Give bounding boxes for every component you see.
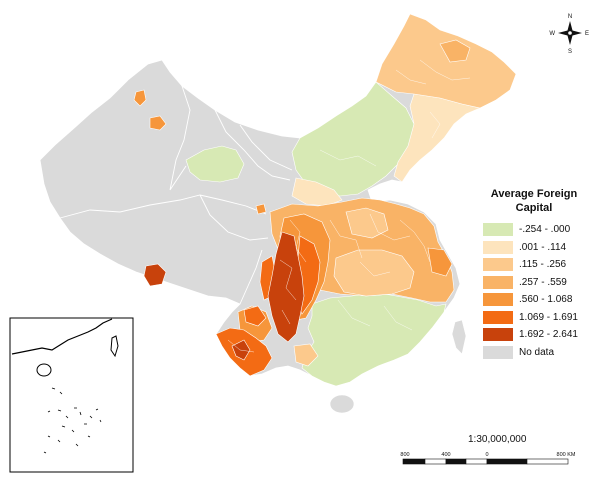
region-yunnan-mid [243,305,267,327]
scale-ratio: 1:30,000,000 [468,434,527,445]
legend-item: .257 - .559 [480,274,592,292]
legend-label: -.254 - .000 [519,224,571,236]
region-gansu-spot [255,203,267,215]
map-legend: Average Foreign Capital -.254 - .000 .00… [480,187,592,361]
legend-label: 1.069 - 1.691 [519,311,578,323]
scale-bar-label-1: 400 [441,452,450,458]
legend-item: -.254 - .000 [480,221,592,239]
region-central-north [291,177,343,207]
region-hunan-jiangxi [333,249,415,297]
scale-bar-label-2: 0 [485,452,488,458]
legend-label: 1.692 - 2.641 [519,329,578,341]
region-shanghai-patch [427,247,453,277]
hainan-island [329,394,355,414]
legend-label: .560 - 1.068 [519,294,573,306]
legend-item: 1.069 - 1.691 [480,309,592,327]
scale-bar-label-0: 800 [400,452,409,458]
province-borders-west [59,85,293,335]
legend-item: .001 - .114 [480,239,592,257]
west-label: W [549,31,555,37]
inset-islands [43,387,102,454]
legend-swatch [483,275,513,289]
legend-label: .257 - .559 [519,276,567,288]
region-xinjiang-spot-2 [149,115,167,131]
legend-label: No data [519,346,555,358]
region-southeast [301,291,447,387]
legend-item: .560 - 1.068 [480,291,592,309]
legend-item: .115 - .256 [480,256,592,274]
inset-hainan [36,363,52,377]
legend-label: .001 - .114 [519,241,567,253]
north-label: N [568,14,572,20]
inset-map-south-china-sea [9,317,134,473]
legend-label: .115 - .256 [519,259,567,271]
east-label: E [585,31,589,37]
inset-taiwan [110,335,119,358]
region-xinjiang-spot-1 [133,89,147,107]
legend-swatch [483,223,513,237]
region-heilongjiang [375,13,517,109]
legend-swatch [483,293,513,307]
legend-swatch [483,345,513,359]
scale-bar: 800 400 0 800 KM [400,452,576,465]
legend-swatch [483,240,513,254]
legend-swatch [483,310,513,324]
legend-item: No data [480,344,592,362]
legend-swatch [483,258,513,272]
region-tibet-spot [143,263,167,287]
scale-bar-label-3: 800 KM [557,452,576,458]
legend-title: Average Foreign Capital [490,188,578,214]
county-borders [227,59,471,353]
region-sichuan-core [267,231,305,343]
taiwan-island [451,319,467,355]
inset-coastline [11,318,113,355]
region-heilongjiang-north [439,39,471,63]
north-arrow: N S W E [549,14,589,55]
legend-item: 1.692 - 2.641 [480,326,592,344]
south-label: S [568,49,572,55]
legend-swatch [483,328,513,342]
region-qinghai-east [185,145,245,183]
region-guangxi-patch [293,343,319,367]
